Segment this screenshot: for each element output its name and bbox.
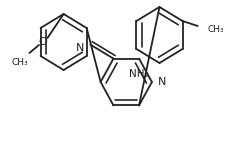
Text: N: N xyxy=(76,43,85,53)
Text: CH₃: CH₃ xyxy=(12,58,28,66)
Text: CH₃: CH₃ xyxy=(207,25,224,34)
Text: N: N xyxy=(158,77,166,87)
Text: O: O xyxy=(38,37,47,47)
Text: NH₂: NH₂ xyxy=(129,69,149,79)
